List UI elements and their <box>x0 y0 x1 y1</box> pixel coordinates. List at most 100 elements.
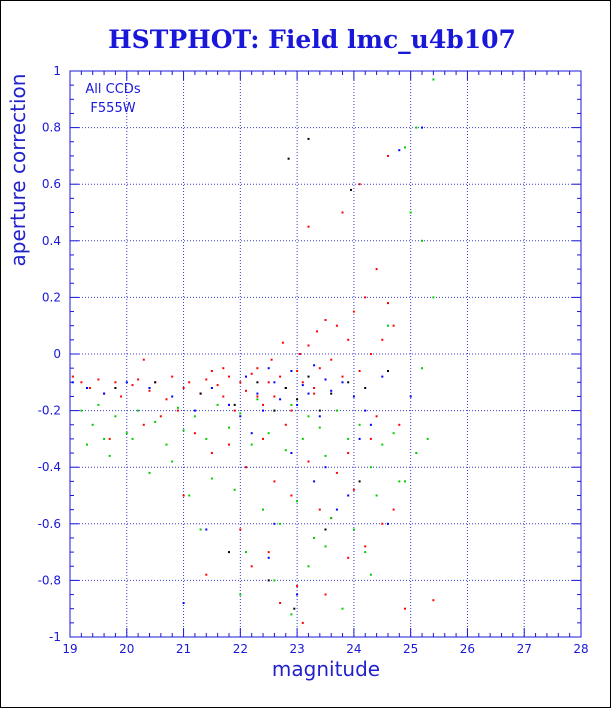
y-tick-label: 0 <box>53 347 61 361</box>
data-point <box>188 494 191 497</box>
data-point <box>392 508 395 511</box>
data-point <box>324 528 327 531</box>
data-point <box>256 398 259 401</box>
data-point <box>358 423 361 426</box>
data-point <box>256 381 259 384</box>
data-point <box>273 522 276 525</box>
data-point <box>137 409 140 412</box>
data-point <box>148 389 151 392</box>
data-point <box>142 358 145 361</box>
data-point <box>330 389 333 392</box>
data-point <box>426 437 429 440</box>
data-point <box>165 443 168 446</box>
data-point <box>296 398 299 401</box>
data-point <box>210 387 213 389</box>
grid-lines <box>70 71 581 637</box>
data-point <box>307 344 310 347</box>
data-point <box>284 387 287 389</box>
annotation-filter: F555W <box>90 101 135 116</box>
data-point <box>114 415 117 418</box>
data-point <box>375 415 378 418</box>
data-point <box>154 420 157 423</box>
data-point <box>432 296 435 299</box>
axis-ticks <box>69 70 582 638</box>
data-point <box>364 387 367 389</box>
data-point <box>284 423 287 426</box>
data-point <box>114 387 117 389</box>
data-point <box>387 154 389 157</box>
data-point <box>307 460 310 463</box>
data-point <box>347 338 350 341</box>
data-point <box>358 183 361 186</box>
data-point <box>421 367 423 370</box>
data-point <box>330 392 333 395</box>
x-tick-labels: 19 20 21 22 23 24 25 26 27 28 <box>62 642 588 656</box>
data-point <box>216 403 219 406</box>
data-point <box>307 565 310 568</box>
data-point <box>318 409 321 412</box>
data-point <box>316 330 318 333</box>
data-point <box>159 415 162 418</box>
data-point <box>182 602 185 604</box>
data-point <box>125 381 128 384</box>
data-point <box>148 471 151 474</box>
data-point <box>239 528 242 531</box>
data-point <box>358 370 361 372</box>
data-point <box>296 403 299 406</box>
data-point <box>182 494 185 497</box>
annotation-ccds: All CCDs <box>85 82 140 97</box>
data-point <box>193 415 196 418</box>
data-point <box>432 78 435 81</box>
data-point <box>267 579 270 582</box>
data-point <box>369 573 372 576</box>
data-point <box>182 429 185 432</box>
data-point <box>296 500 299 503</box>
data-point <box>114 381 117 384</box>
data-point <box>250 432 253 435</box>
data-point <box>409 211 412 214</box>
data-point <box>375 494 378 497</box>
data-point <box>290 452 293 454</box>
data-point <box>313 387 316 389</box>
data-point <box>347 381 350 384</box>
data-point <box>273 409 276 412</box>
data-point <box>262 437 264 440</box>
data-point <box>287 157 290 160</box>
data-point <box>171 375 174 378</box>
data-point <box>250 565 253 568</box>
data-point <box>205 437 208 440</box>
data-point <box>228 443 230 446</box>
data-point <box>313 537 316 539</box>
data-point <box>148 387 151 389</box>
data-point <box>267 556 270 559</box>
data-point <box>250 443 253 446</box>
y-tick-label: -1 <box>49 630 61 644</box>
data-point <box>409 395 412 398</box>
data-point <box>245 375 247 378</box>
data-point <box>131 384 134 387</box>
data-point <box>364 551 367 554</box>
data-point <box>210 452 213 454</box>
data-point <box>103 392 106 395</box>
data-point <box>296 370 299 372</box>
data-point <box>324 545 327 548</box>
data-point <box>273 381 276 384</box>
data-point <box>335 324 338 327</box>
data-point <box>318 367 321 370</box>
data-point <box>91 423 94 426</box>
y-tick-label: 1 <box>53 64 61 78</box>
x-tick-label: 20 <box>119 642 134 656</box>
data-point <box>350 188 352 191</box>
data-point <box>392 432 395 435</box>
data-point <box>387 370 389 372</box>
data-point <box>404 480 406 483</box>
data-point <box>97 378 100 381</box>
data-point <box>233 488 236 491</box>
data-point <box>415 452 418 454</box>
data-point <box>318 508 321 511</box>
data-point <box>432 599 435 602</box>
x-tick-label: 24 <box>346 642 361 656</box>
data-point <box>80 409 83 412</box>
data-point <box>387 302 389 305</box>
data-point <box>97 403 100 406</box>
